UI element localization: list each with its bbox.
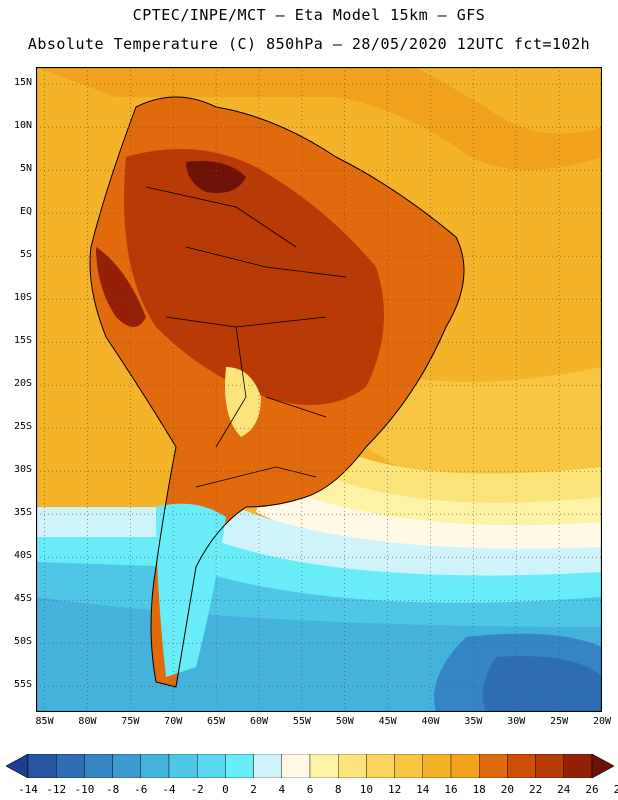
colorbar-tick-label: 28 (613, 783, 618, 796)
colorbar-max-arrow (591, 754, 614, 778)
colorbar (6, 754, 614, 778)
colorbar-tick-label: 12 (387, 783, 402, 796)
lat-label: 35S (13, 507, 32, 519)
country-borders (145, 186, 347, 488)
colorbar-tick-label: 24 (557, 783, 571, 796)
colorbar-swatch (56, 754, 85, 778)
field-band-minus8 (482, 656, 602, 712)
lon-label: 70W (164, 716, 183, 727)
lon-label: 35W (464, 716, 483, 727)
lat-label: 55S (13, 679, 32, 691)
continent-hottest (186, 161, 246, 193)
colorbar-swatch (507, 754, 536, 778)
colorbar-tick-label: 26 (585, 783, 599, 796)
lat-label: 25S (13, 421, 32, 433)
colorbar-tick-label: 2 (250, 783, 257, 796)
colorbar-swatch (450, 754, 480, 778)
map-frame (36, 67, 602, 712)
colorbar-tick-label: -14 (18, 783, 38, 796)
lat-label: 5S (19, 249, 32, 261)
colorbar-tick-label: -10 (74, 783, 95, 796)
lon-label: 25W (550, 716, 569, 727)
colorbar-tick-label: 20 (500, 783, 515, 796)
lat-label: 5N (19, 163, 32, 175)
colorbar-tick-label: 22 (528, 783, 543, 796)
colorbar-swatch (479, 754, 508, 778)
colorbar-swatch (422, 754, 452, 778)
colorbar-tick-label: 16 (444, 783, 458, 796)
colorbar-swatch (563, 754, 593, 778)
colorbar-tick-label: 0 (222, 783, 229, 796)
colorbar-swatch (366, 754, 395, 778)
colorbar-min-arrow (6, 754, 29, 778)
colorbar-swatch (196, 754, 226, 778)
lon-label: 20W (592, 716, 612, 727)
lon-label: 85W (35, 716, 54, 727)
colorbar-tick-label: -2 (190, 783, 204, 796)
colorbar-tick-label: 10 (359, 783, 374, 796)
colorbar-swatch (281, 754, 311, 778)
lat-label: 40S (13, 550, 32, 562)
colorbar-tick-label: 8 (334, 783, 342, 796)
colorbar-tick-label: 18 (472, 783, 486, 796)
lon-label: 45W (378, 716, 397, 727)
lat-label: 15N (13, 77, 32, 89)
lon-label: 30W (507, 716, 526, 727)
colorbar-swatch (112, 754, 141, 778)
colorbar-swatch (84, 754, 113, 778)
colorbar-swatch (27, 754, 57, 778)
lat-label: 10S (13, 292, 32, 304)
lat-label: 10N (13, 120, 32, 132)
lat-label: 50S (13, 636, 32, 648)
colorbar-swatch (309, 754, 339, 778)
colorbar-tick-label: -8 (105, 783, 120, 796)
lon-label: 65W (207, 716, 226, 727)
lat-label: 15S (13, 335, 32, 347)
field-band-18-north (416, 67, 602, 134)
lon-label: 40W (421, 716, 440, 727)
lat-label: 45S (13, 593, 32, 605)
lat-label: 30S (13, 464, 32, 476)
lat-label: 20S (13, 378, 32, 390)
colorbar-swatch (253, 754, 283, 778)
title-model: CPTEC/INPE/MCT — Eta Model 15km — GFS (132, 6, 486, 24)
lon-label: 50W (335, 716, 354, 727)
colorbar-tick-label: -6 (134, 783, 148, 796)
lon-label: 55W (292, 716, 311, 727)
continent-hot-west (96, 247, 146, 327)
field-band-16 (366, 367, 602, 497)
colorbar-swatch (338, 754, 367, 778)
lon-label: 75W (121, 716, 140, 727)
lat-label: EQ (19, 206, 32, 218)
colorbar-tick-label: -4 (162, 783, 176, 796)
colorbar-swatch (140, 754, 170, 778)
temperature-map (36, 67, 602, 712)
colorbar-swatch (168, 754, 198, 778)
colorbar-tick-label: 14 (416, 783, 430, 796)
colorbar-tick-label: -12 (46, 783, 67, 796)
lon-label: 60W (249, 716, 268, 727)
title-field: Absolute Temperature (C) 850hPa — 28/05/… (27, 35, 591, 53)
colorbar-tick-label: 6 (306, 783, 314, 796)
field-band-20 (36, 67, 602, 170)
colorbar-swatch (535, 754, 564, 778)
map-panel (36, 67, 602, 712)
colorbar-swatch (394, 754, 424, 778)
colorbar-tick-label: 4 (278, 783, 286, 796)
colorbar-swatch (225, 754, 254, 778)
lon-label: 80W (78, 716, 97, 727)
